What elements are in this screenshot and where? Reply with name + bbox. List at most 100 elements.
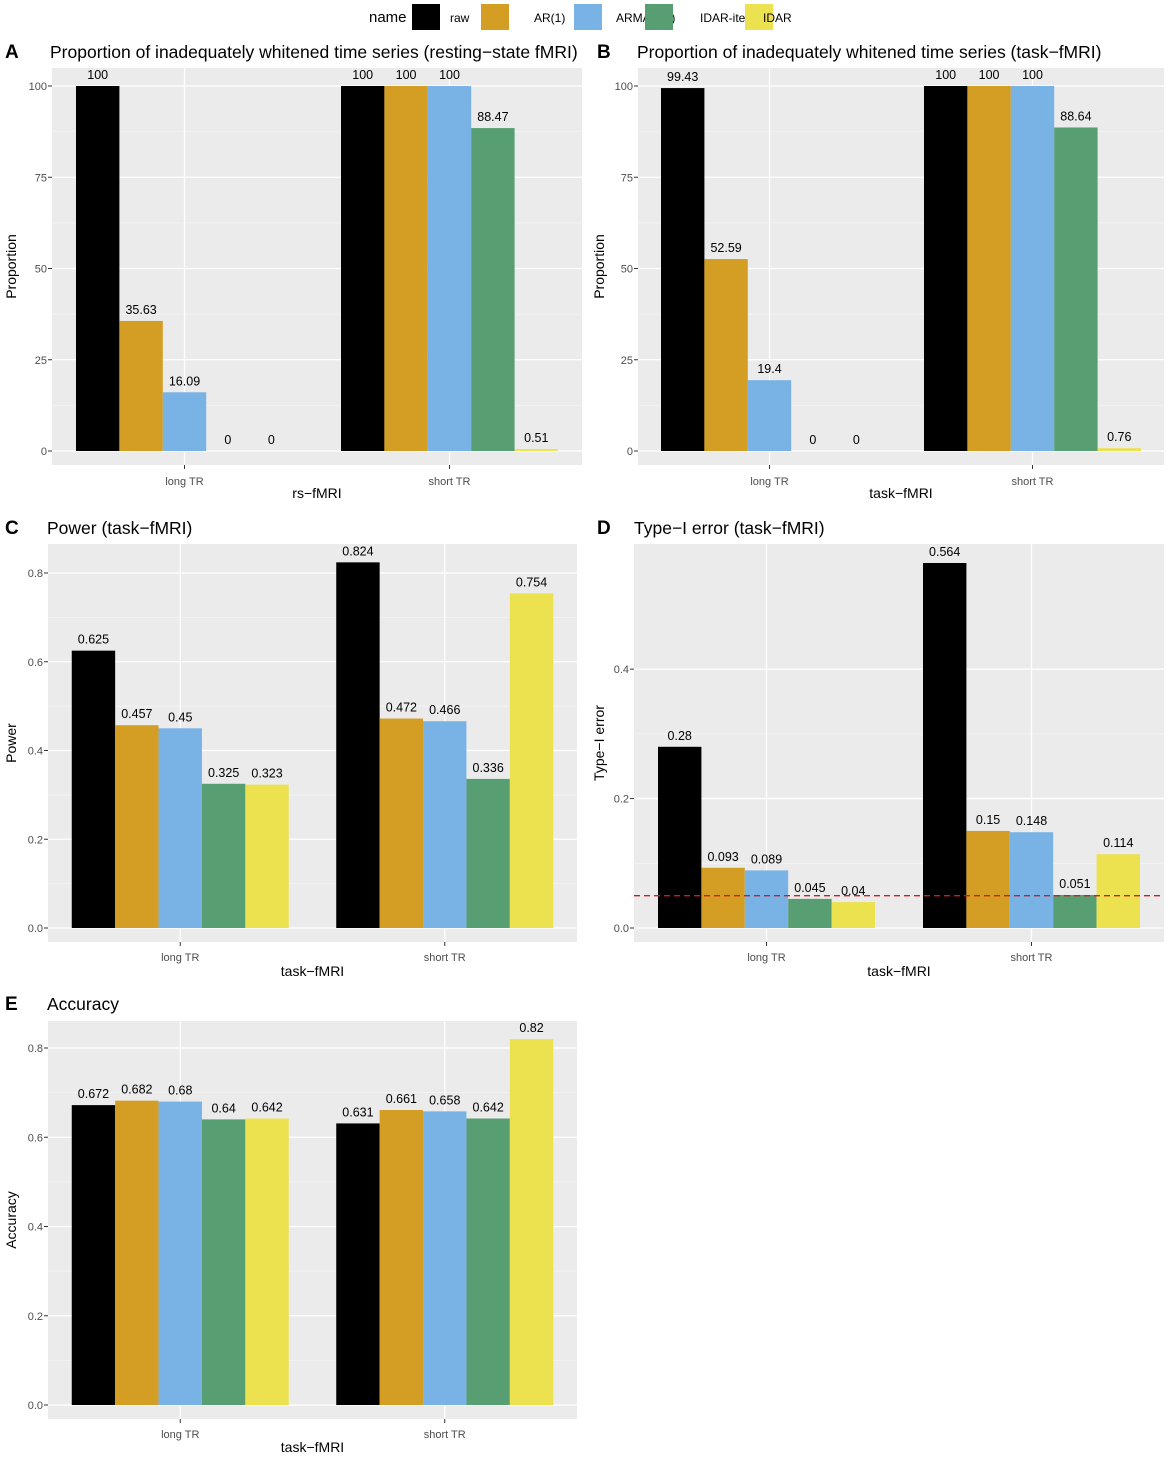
- panel-c: 0.0 0.2 0.4 0.6 0.8 0.625 0.824 0.457 0.472 0.45 0…: [3, 518, 577, 979]
- panel-letter-e: E: [5, 994, 18, 1015]
- legend-label-ar-1-: AR(1): [534, 11, 565, 25]
- y-axis-title-a: Proportion: [3, 234, 19, 299]
- bar-d-raw: [923, 563, 967, 928]
- panel-title-b: Proportion of inadequately whitened time…: [637, 42, 1101, 62]
- y-tick-label-d: 0.2: [614, 794, 629, 806]
- bar-b-arma-1-1-: [1010, 86, 1055, 451]
- data-label-e-ar-1-: 0.661: [386, 1092, 417, 1106]
- bar-c-idar-iter1: [466, 778, 510, 928]
- panel-letter-a: A: [5, 42, 19, 63]
- panel-letter-c: C: [5, 518, 19, 539]
- bar-d-ar-1-: [701, 867, 745, 928]
- data-label-c-idar-iter1: 0.325: [208, 766, 239, 780]
- y-tick-label-e: 0.4: [28, 1222, 43, 1234]
- x-tick-label-a: short TR: [429, 476, 471, 488]
- bar-a-arma-1-1-: [162, 392, 207, 451]
- bar-e-ar-1-: [115, 1100, 159, 1405]
- panel-letter-b: B: [597, 42, 611, 63]
- x-axis-title-c: task−fMRI: [281, 963, 344, 979]
- data-label-d-ar-1-: 0.093: [707, 850, 738, 864]
- bar-d-arma-1-1-: [744, 870, 789, 928]
- data-label-e-raw: 0.672: [78, 1087, 109, 1101]
- data-label-b-arma-1-1-: 100: [1022, 68, 1043, 82]
- data-label-c-arma-1-1-: 0.45: [168, 710, 192, 724]
- bar-d-arma-1-1-: [1009, 832, 1054, 928]
- data-label-d-idar: 0.04: [841, 884, 865, 898]
- bar-a-arma-1-1-: [427, 86, 472, 451]
- legend-swatch-idar: [745, 4, 773, 30]
- bar-a-raw: [341, 86, 385, 451]
- y-axis-title-c: Power: [3, 723, 19, 763]
- data-label-d-raw: 0.28: [668, 729, 692, 743]
- y-tick-label-c: 0.4: [28, 746, 43, 758]
- bar-d-idar: [1096, 854, 1140, 928]
- bar-c-raw: [336, 562, 380, 928]
- bar-c-idar: [245, 784, 289, 928]
- panel-d: 0.0 0.2 0.4 0.28 0.564 0.093 0.15 0.089 0.148 0.0…: [591, 518, 1164, 979]
- bar-b-raw: [661, 88, 705, 451]
- data-label-d-idar-iter1: 0.045: [794, 881, 825, 895]
- panel-a: 0 25 50 75 100 100 100 35.63 100 16.09 100 0 88.47 0 0…: [3, 42, 582, 501]
- panel-title-a: Proportion of inadequately whitened time…: [50, 42, 578, 62]
- y-tick-label-b: 0: [627, 446, 633, 458]
- bar-d-raw: [658, 746, 702, 928]
- data-label-a-idar: 0.51: [524, 431, 548, 445]
- bar-e-arma-1-1-: [158, 1101, 202, 1405]
- panel-letter-d: D: [597, 518, 611, 539]
- data-label-c-idar: 0.754: [516, 575, 547, 589]
- y-tick-label-a: 0: [41, 446, 47, 458]
- x-tick-label-b: short TR: [1012, 476, 1054, 488]
- bar-e-raw: [336, 1123, 380, 1405]
- data-label-c-raw: 0.824: [342, 544, 373, 558]
- data-label-e-idar: 0.82: [519, 1021, 543, 1035]
- x-axis-title-d: task−fMRI: [867, 963, 930, 979]
- y-tick-label-b: 50: [621, 264, 633, 276]
- data-label-d-idar-iter1: 0.051: [1059, 877, 1090, 891]
- data-label-a-arma-1-1-: 100: [439, 68, 460, 82]
- y-tick-label-c: 0.6: [28, 657, 43, 669]
- bar-a-ar-1-: [119, 320, 163, 451]
- y-tick-label-e: 0.6: [28, 1132, 43, 1144]
- y-tick-label-c: 0.8: [28, 568, 43, 580]
- data-label-a-idar-iter1: 0: [224, 433, 231, 447]
- bar-d-idar-iter1: [788, 898, 832, 928]
- data-label-d-arma-1-1-: 0.148: [1016, 814, 1047, 828]
- data-label-e-ar-1-: 0.682: [121, 1083, 152, 1097]
- data-label-b-raw: 100: [935, 68, 956, 82]
- bar-e-arma-1-1-: [423, 1111, 467, 1405]
- data-label-d-ar-1-: 0.15: [976, 813, 1000, 827]
- data-label-d-raw: 0.564: [929, 545, 960, 559]
- legend-label-idar: IDAR: [763, 11, 792, 25]
- bar-d-idar-iter1: [1053, 894, 1097, 928]
- data-label-e-arma-1-1-: 0.658: [429, 1093, 460, 1107]
- bar-b-arma-1-1-: [747, 380, 792, 451]
- legend-title: name: [369, 9, 407, 26]
- data-label-b-raw: 99.43: [667, 70, 698, 84]
- bar-a-idar: [514, 449, 558, 451]
- legend-swatch-idar-iter1: [645, 4, 673, 30]
- y-tick-label-d: 0.0: [614, 923, 629, 935]
- y-tick-label-b: 75: [621, 172, 633, 184]
- data-label-e-idar-iter1: 0.642: [473, 1101, 504, 1115]
- data-label-a-raw: 100: [352, 68, 373, 82]
- legend-swatch-ar-1-: [481, 4, 509, 30]
- data-label-a-arma-1-1-: 16.09: [169, 374, 200, 388]
- panel-title-e: Accuracy: [47, 994, 119, 1014]
- y-tick-label-b: 25: [621, 355, 633, 367]
- bar-c-idar: [509, 593, 554, 928]
- data-label-e-idar-iter1: 0.64: [211, 1101, 235, 1115]
- x-tick-label-a: long TR: [165, 476, 203, 488]
- panel-b: 0 25 50 75 100 99.43 100 52.59 100 19.4 100 0 88.64 0…: [591, 42, 1164, 501]
- x-axis-title-b: task−fMRI: [869, 485, 932, 501]
- bar-c-arma-1-1-: [158, 728, 202, 928]
- legend-swatch-arma-1-1-: [574, 4, 602, 30]
- y-tick-label-e: 0.2: [28, 1311, 43, 1323]
- x-tick-label-c: long TR: [161, 952, 199, 964]
- bar-b-idar: [1097, 448, 1141, 451]
- data-label-a-idar-iter1: 88.47: [477, 110, 508, 124]
- bar-c-idar-iter1: [201, 783, 246, 928]
- bar-e-idar: [509, 1039, 554, 1405]
- data-label-b-idar: 0.76: [1107, 430, 1131, 444]
- data-label-b-idar: 0: [853, 433, 860, 447]
